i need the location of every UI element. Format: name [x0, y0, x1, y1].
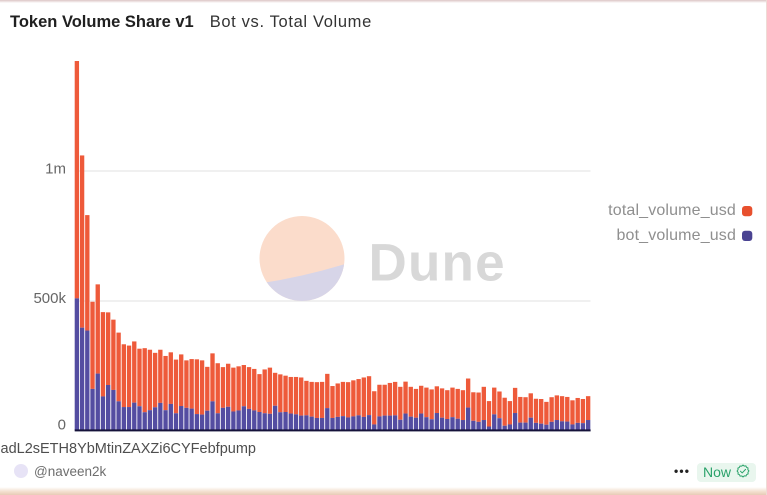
svg-text:0: 0 — [58, 417, 66, 434]
svg-text:total_volume_usd: total_volume_usd — [608, 202, 736, 219]
svg-text:1m: 1m — [45, 161, 66, 178]
svg-text:Dune: Dune — [369, 234, 506, 293]
svg-text:bot_volume_usd: bot_volume_usd — [616, 227, 736, 244]
svg-text:500k: 500k — [33, 290, 66, 307]
